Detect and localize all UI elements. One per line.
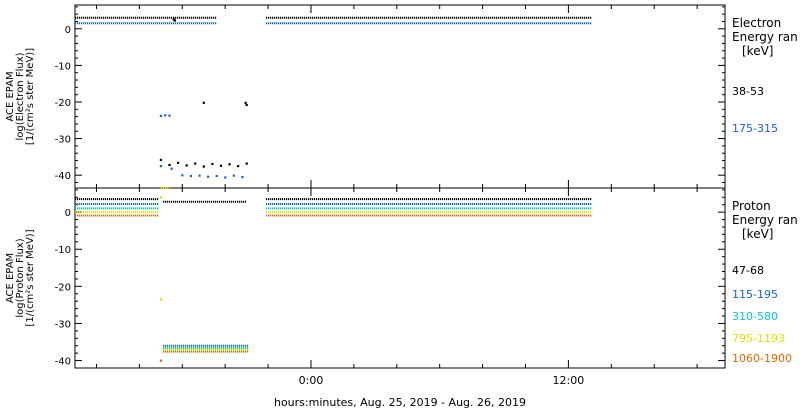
data-point bbox=[245, 162, 248, 165]
x-axis-label: hours:minutes, Aug. 25, 2019 - Aug. 26, … bbox=[274, 396, 526, 409]
data-point bbox=[228, 163, 231, 166]
plot-frame bbox=[74, 187, 726, 369]
data-point bbox=[194, 162, 197, 165]
data-point bbox=[198, 174, 201, 177]
data-point bbox=[237, 165, 240, 168]
data-point bbox=[159, 298, 163, 301]
data-point bbox=[181, 174, 184, 177]
data-point bbox=[215, 174, 218, 178]
y-tick-label: -30 bbox=[55, 319, 71, 330]
y-tick-label: -10 bbox=[55, 245, 71, 256]
series-38-53 bbox=[75, 16, 592, 168]
data-point bbox=[207, 175, 210, 178]
y-axis-label-line: [1/(cm²s ster MeV)] bbox=[25, 229, 36, 326]
y-axis-label-line: log(Electron Flux) bbox=[15, 52, 26, 140]
legend-title-line: Energy ran bbox=[732, 213, 798, 227]
data-point bbox=[168, 163, 171, 167]
y-tick-label: -20 bbox=[55, 282, 71, 293]
electron-panel: 0 -10 -20 -30 -40 38-53 175-315 ElectronEnergy … bbox=[5, 4, 798, 189]
data-point bbox=[164, 114, 167, 117]
series-175-315 bbox=[75, 22, 592, 179]
y-tick-label: -20 bbox=[55, 98, 71, 109]
data-point bbox=[219, 164, 223, 167]
series-795-1193 bbox=[75, 187, 592, 351]
legend-entry: 38-53 bbox=[732, 85, 764, 98]
data-point bbox=[244, 101, 247, 104]
data-point bbox=[159, 158, 163, 162]
y-tick-label: 0 bbox=[65, 208, 71, 219]
data-point bbox=[245, 103, 248, 107]
data-point bbox=[241, 176, 244, 179]
y-axis-label-line: ACE EPAM bbox=[5, 253, 16, 303]
series-1060-1900 bbox=[75, 214, 592, 362]
legend-entry: 47-68 bbox=[732, 264, 764, 277]
legend-title-line: Electron bbox=[732, 16, 781, 30]
legend-entry: 175-315 bbox=[732, 122, 778, 135]
data-point bbox=[202, 165, 205, 168]
series-47-68 bbox=[75, 198, 592, 203]
data-point bbox=[224, 176, 227, 179]
y-tick-label: -30 bbox=[55, 135, 71, 146]
y-axis-label-line: ACE EPAM bbox=[5, 71, 16, 121]
x-tick-label: 0:00 bbox=[299, 374, 324, 387]
data-point bbox=[170, 167, 173, 170]
data-point bbox=[173, 19, 176, 22]
legend-title-line: Proton bbox=[732, 199, 771, 213]
data-point bbox=[159, 196, 163, 199]
data-point bbox=[176, 161, 180, 164]
data-point bbox=[232, 174, 235, 177]
legend-entry: 1060-1900 bbox=[732, 352, 792, 365]
data-point bbox=[185, 164, 188, 167]
legend-title-line: [keV] bbox=[742, 44, 773, 58]
y-tick-label: 0 bbox=[65, 25, 71, 36]
x-tick-label: 12:00 bbox=[553, 374, 585, 387]
data-point bbox=[202, 101, 205, 104]
proton-panel: 0 -10 -20 -30 -40 47-68 115-195 310-580 795-1193… bbox=[5, 187, 798, 369]
y-tick-label: -40 bbox=[55, 171, 71, 182]
legend-entry: 310-580 bbox=[732, 310, 778, 323]
y-tick-label: -10 bbox=[55, 61, 71, 72]
series-310-580 bbox=[75, 207, 592, 349]
series-115-195 bbox=[75, 202, 592, 347]
data-point bbox=[189, 174, 193, 178]
data-point bbox=[211, 162, 214, 166]
data-point bbox=[168, 114, 171, 117]
legend-title-line: [keV] bbox=[742, 227, 773, 241]
legend-entry: 795-1193 bbox=[732, 332, 785, 345]
time-axis: 0:00 12:00 bbox=[299, 374, 585, 387]
y-tick-label: -40 bbox=[55, 357, 71, 368]
legend-title-line: Energy ran bbox=[732, 30, 798, 44]
data-point bbox=[159, 114, 163, 118]
data-point bbox=[159, 359, 163, 362]
y-axis-label-line: [1/(cm²s ster MeV)] bbox=[25, 48, 36, 145]
legend-entry: 115-195 bbox=[732, 288, 778, 301]
y-axis-label-line: log(Proton Flux) bbox=[15, 238, 26, 317]
data-point bbox=[159, 165, 163, 168]
